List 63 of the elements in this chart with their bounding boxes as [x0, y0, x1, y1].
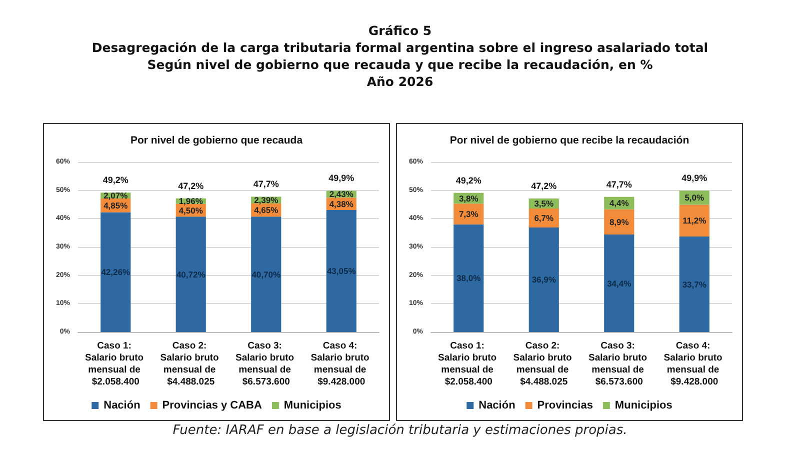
- data-label: 33,7%: [682, 279, 707, 290]
- data-label: 4,38%: [329, 198, 354, 209]
- data-label: 4,85%: [104, 200, 128, 210]
- legend-label: Municipios: [284, 400, 342, 412]
- data-label: 38,0%: [456, 273, 482, 284]
- data-label: 1,96%: [178, 196, 204, 206]
- data-label: 11,2%: [682, 216, 707, 226]
- text: Según nivel de gobierno que recauda y que recibe la recaudación, en %: [146, 56, 654, 73]
- data-label: 34,4%: [607, 278, 632, 288]
- data-label: 2,07%: [104, 190, 128, 201]
- bar: [454, 204, 484, 224]
- bar: [604, 234, 634, 332]
- x-tick-label: Caso 3: Salario bruto mensual de $6.573.600: [236, 340, 297, 388]
- x-tick-label: Caso 3: Salario bruto mensual de $6.573.600: [588, 340, 650, 388]
- total-label: 49,9%: [328, 173, 354, 184]
- text: Desagregación de la carga tributaria formal argentina sobre el ingreso asalariado total: [90, 39, 710, 56]
- data-label: 2,39%: [254, 195, 279, 206]
- total-label: 49,2%: [456, 175, 482, 186]
- data-label: 40,72%: [176, 269, 206, 280]
- legend-label: Nación: [104, 400, 141, 412]
- total-label: 47,7%: [606, 179, 632, 190]
- data-label: 5,0%: [684, 192, 705, 203]
- bar: [679, 204, 710, 237]
- chart-title: Por nivel de gobierno que recauda: [130, 134, 303, 146]
- legend-label: Municipios: [614, 400, 672, 412]
- bar: [679, 236, 710, 332]
- x-tick-label: Caso 1: Salario bruto mensual de $2.058.400: [85, 340, 146, 388]
- total-label: 47,2%: [178, 180, 204, 191]
- data-label: 2,43%: [329, 189, 354, 200]
- x-tick-label: Caso 4: Salario bruto mensual de $9.428.000: [310, 340, 372, 388]
- text: Año 2026: [366, 73, 434, 90]
- bar: [454, 224, 484, 332]
- data-label: 4,65%: [254, 205, 279, 216]
- data-label: 4,4%: [609, 198, 630, 208]
- data-label: 4,50%: [178, 205, 204, 216]
- data-label: 3,5%: [534, 198, 554, 209]
- x-tick-label: Caso 4: Salario bruto mensual de $9.428.000: [664, 340, 725, 388]
- total-label: 49,9%: [682, 173, 708, 184]
- total-label: 47,7%: [253, 179, 279, 190]
- total-label: 47,2%: [531, 181, 557, 192]
- x-tick-label: Caso 2: Salario bruto mensual de $4.488.025: [513, 340, 574, 388]
- x-tick-label: Caso 1: Salario bruto mensual de $2.058.400: [438, 340, 500, 388]
- data-label: 40,70%: [252, 269, 281, 280]
- legend-label: Provincias y CABA: [162, 400, 262, 412]
- bar: [100, 212, 131, 332]
- bar: [176, 216, 206, 332]
- bar: [528, 227, 559, 332]
- data-label: 7,3%: [458, 208, 479, 219]
- bar: [326, 210, 356, 332]
- text: Gráfico 5: [367, 22, 433, 39]
- data-label: 3,8%: [458, 193, 479, 204]
- bar: [251, 216, 282, 332]
- data-label: 42,26%: [101, 267, 130, 278]
- data-label: 6,7%: [534, 212, 554, 223]
- legend-label: Nación: [478, 400, 516, 412]
- legend-label: Provincias: [537, 400, 593, 412]
- data-label: 8,9%: [609, 216, 630, 227]
- data-label: 36,9%: [532, 274, 556, 285]
- source-note: Fuente: IARAF en base a legislación tributaria y estimaciones propias.: [172, 423, 628, 438]
- chart-title: Por nivel de gobierno que recibe la recaudación: [450, 134, 690, 146]
- x-tick-label: Caso 2: Salario bruto mensual de $4.488.025: [160, 340, 222, 388]
- data-label: 43,05%: [326, 266, 356, 276]
- total-label: 49,2%: [102, 175, 128, 186]
